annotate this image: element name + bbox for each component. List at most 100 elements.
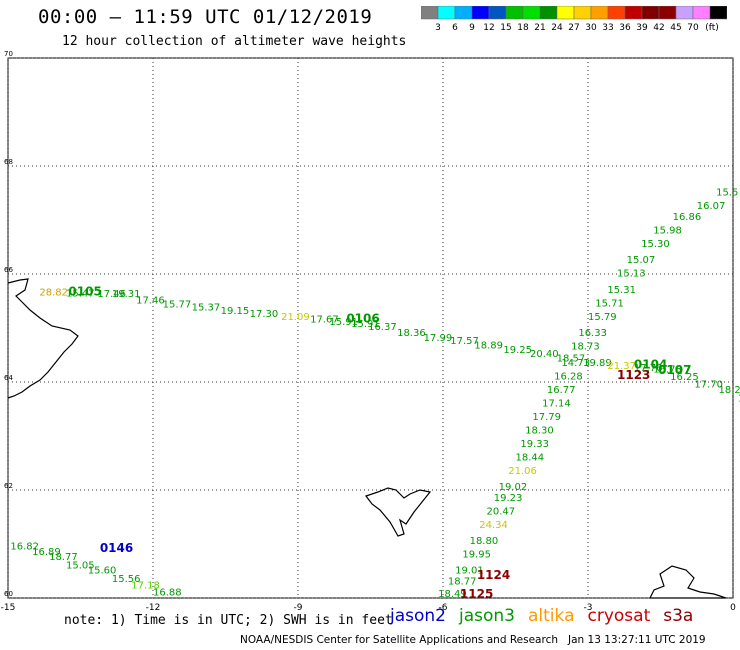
scale-label: 21	[534, 23, 545, 32]
scale-label: 33	[602, 23, 613, 32]
pass-time-label: 0107	[658, 363, 691, 377]
scale-label: 12	[483, 23, 494, 32]
wave-height-label: 16.89	[32, 547, 61, 558]
wave-height-label: 17.79	[532, 412, 561, 423]
wave-height-label: 15.30	[641, 239, 670, 250]
wave-height-label: 15.07	[627, 255, 656, 266]
footer-credit: NOAA/NESDIS Center for Satellite Applica…	[240, 634, 706, 646]
wave-height-label: 20.40	[530, 349, 559, 360]
wave-height-label: 19.25	[503, 345, 532, 356]
wave-height-label: 18.80	[470, 536, 499, 547]
wave-height-label: 17.18	[131, 580, 160, 591]
footer-note: note: 1) Time is in UTC; 2) SWH is in fe…	[64, 613, 393, 628]
wave-height-label: 15.37	[192, 303, 221, 314]
scale-label: 6	[452, 23, 458, 32]
scale-label: 36	[619, 23, 631, 32]
lat-tick-label: 68	[4, 158, 13, 166]
wave-height-label: 18.27	[719, 385, 740, 396]
wave-height-label: 17.76	[634, 363, 663, 374]
satellite-legend: jason2 jason3 altika cryosat s3a	[390, 606, 706, 626]
pass-time-label: 0146	[100, 541, 133, 555]
lon-tick-label: -12	[146, 603, 161, 613]
wave-height-label: 21.06	[508, 466, 537, 477]
wave-height-label: 16.07	[697, 201, 726, 212]
scale-label: 27	[568, 23, 579, 32]
wave-height-label: 19.15	[221, 306, 250, 317]
wave-height-label: 16.3	[738, 393, 740, 404]
map-frame: -15 -12 -9 -6 -3 0 60 62 64 66 68 70	[1, 50, 736, 613]
wave-height-label: 15.31	[607, 285, 636, 296]
map-border	[7, 57, 734, 599]
wave-height-label: 24.34	[479, 520, 508, 531]
wave-height-label: 19.01	[455, 566, 484, 577]
color-scale: 3 6 9 12 15 18 21 24 27 30 33 36 39 42 45 70 (ft)	[421, 6, 727, 32]
pass-time-label: 0104	[634, 358, 667, 372]
wave-height-label: 21.37	[607, 361, 636, 372]
scale-label: 18	[517, 23, 529, 32]
wave-height-label: 28.82	[39, 288, 68, 299]
lat-tick-label: 60	[4, 590, 13, 598]
wave-height-label: 17.70	[694, 379, 723, 390]
credit-timestamp: Jan 13 13:27:11 UTC 2019	[568, 634, 706, 646]
scale-unit: (ft)	[705, 23, 719, 32]
wave-height-label: 15.60	[88, 566, 117, 577]
wave-height-label: 16.37	[368, 322, 397, 333]
wave-height-label: 15.91	[329, 317, 358, 328]
wave-height-label: 16.82	[10, 541, 39, 552]
wave-height-label: 18.49	[438, 589, 467, 600]
wave-height-label: 15.91	[351, 319, 380, 330]
pass-time-label: 0105	[68, 285, 101, 299]
wave-height-label: 18.57	[557, 353, 586, 364]
scale-label: 39	[636, 23, 648, 32]
lon-tick-label: -15	[1, 603, 16, 613]
wave-height-label: 19.89	[583, 358, 612, 369]
scale-swatch	[709, 6, 727, 20]
wave-height-label: 16.88	[153, 587, 182, 598]
legend-jason2: jason2	[390, 606, 446, 626]
wave-height-label: 15.79	[588, 312, 617, 323]
wave-height-label: 15.71	[595, 298, 624, 309]
wave-height-label: 16.86	[673, 212, 702, 223]
coastlines	[7, 278, 727, 599]
wave-height-label: 17.14	[542, 398, 571, 409]
wave-height-label: 16.33	[578, 328, 607, 339]
wave-height-label: 19.23	[494, 493, 523, 504]
wave-height-label: 17.30	[250, 309, 279, 320]
scale-label: 24	[551, 23, 563, 32]
credit-org: NOAA/NESDIS Center for Satellite Applica…	[240, 634, 558, 646]
pass-time-label: 0106	[346, 312, 379, 326]
wave-height-label: 19.31	[112, 289, 141, 300]
pass-time-label: 1125	[460, 587, 493, 601]
wave-height-label: 18.44	[516, 452, 545, 463]
pass-time-label: 1123	[617, 368, 650, 382]
wave-height-label: 15.98	[653, 226, 682, 237]
legend-cryosat: cryosat	[587, 606, 651, 626]
wave-height-label: 15.73	[653, 364, 682, 375]
wave-height-label: 21.09	[281, 312, 310, 323]
wave-height-label: 19.95	[462, 550, 491, 561]
lat-tick-label: 64	[4, 374, 13, 382]
faroe-islands-coast	[365, 487, 432, 537]
wave-height-label: 16.28	[554, 371, 583, 382]
wave-height-label: 17.67	[310, 315, 339, 326]
wave-height-label: 15.13	[617, 269, 646, 280]
wave-height-label: 18.36	[397, 328, 426, 339]
wave-height-label: 18.89	[474, 341, 503, 352]
wave-height-label: 15.5	[716, 188, 738, 199]
scale-label: 3	[435, 23, 441, 32]
scale-label: 70	[687, 23, 699, 32]
wave-height-label: 14.73	[561, 358, 590, 369]
legend-s3a: s3a	[663, 606, 694, 626]
wave-height-label: 15.05	[66, 560, 95, 571]
scale-label: 45	[670, 23, 681, 32]
map-title: 00:00 – 11:59 UTC 01/12/2019	[38, 6, 373, 28]
lon-tick-label: -9	[294, 603, 303, 613]
scale-label: 15	[500, 23, 511, 32]
wave-height-label: 19.33	[520, 439, 549, 450]
wave-height-label: 18.30	[525, 425, 554, 436]
wave-height-label: 17.99	[424, 333, 453, 344]
